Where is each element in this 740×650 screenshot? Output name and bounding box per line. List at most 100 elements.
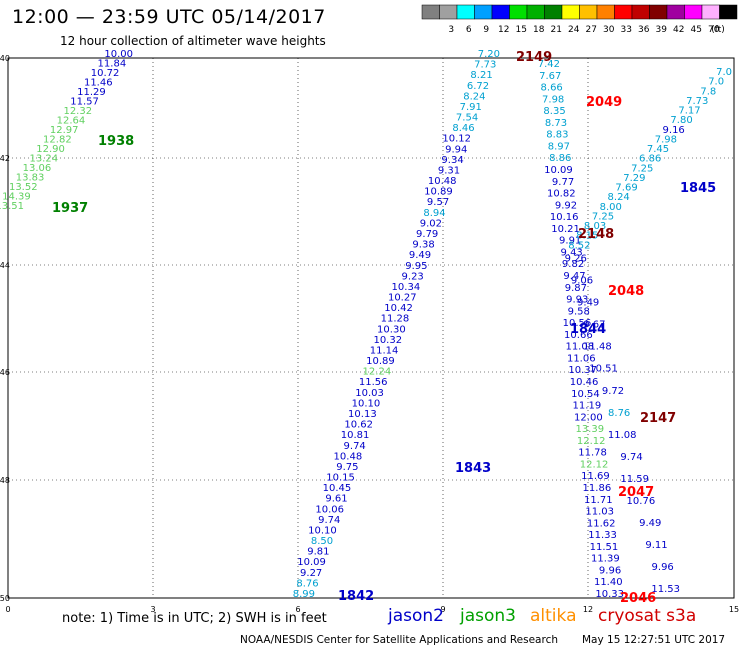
swh-value: 11.56 (359, 377, 388, 388)
y-axis-label: -40 (0, 54, 10, 63)
x-axis-label: 9 (440, 605, 445, 614)
generated-timestamp: May 15 12:27:51 UTC 2017 (582, 634, 726, 646)
legend-tick-label: 42 (673, 25, 684, 35)
x-axis-label: 15 (729, 605, 739, 614)
swh-value: 7.45 (647, 144, 669, 155)
y-axis-label: -50 (0, 594, 10, 603)
swh-value: 13.06 (23, 163, 52, 174)
lat-lon-grid (8, 58, 734, 598)
swh-value: 10.45 (323, 483, 352, 494)
swh-value: 10.10 (308, 526, 337, 537)
pass-time: 1845 (680, 181, 716, 196)
swh-value: 9.11 (645, 540, 667, 551)
swh-value: 9.38 (412, 240, 434, 251)
swh-value: 12.00 (574, 412, 603, 423)
page-title: 12:00 — 23:59 UTC 05/14/2017 (12, 6, 326, 28)
swh-value: 10.42 (384, 303, 413, 314)
swh-value: 12.12 (577, 436, 606, 447)
legend-swatch (474, 4, 493, 20)
swh-value: 9.87 (565, 283, 587, 294)
pass-time: 1842 (338, 589, 374, 604)
swh-value: 9.49 (639, 518, 661, 529)
swh-value: 10.56 (563, 318, 592, 329)
swh-value: 9.16 (663, 125, 685, 136)
swh-value: 8.21 (470, 70, 492, 81)
swh-value: 10.89 (366, 356, 395, 367)
swh-value: 9.74 (344, 441, 366, 452)
swh-value: 11.57 (70, 97, 99, 108)
legend-tick-label: 70 (708, 25, 720, 35)
satellite-cryosat-s3a: cryosat s3a (598, 606, 697, 626)
swh-value: 6.86 (639, 154, 661, 165)
x-axis-label: 12 (583, 605, 593, 614)
swh-value: 9.75 (336, 462, 358, 473)
swh-value: 8.76 (608, 408, 630, 419)
swh-value: 7.91 (460, 102, 482, 113)
swh-value: 8.24 (608, 192, 630, 203)
pass-time: 2048 (608, 284, 644, 299)
swh-value: 10.06 (315, 504, 344, 515)
swh-value: 10.54 (571, 389, 600, 400)
swh-value: 9.61 (325, 494, 347, 505)
legend-tick-label: 36 (638, 25, 650, 35)
x-axis-label: 3 (150, 605, 155, 614)
swh-value: 12.97 (50, 125, 79, 136)
swh-value: 10.66 (564, 330, 593, 341)
swh-value: 11.06 (567, 353, 596, 364)
swh-value: 10.33 (595, 589, 624, 600)
swh-value: 8.66 (541, 83, 563, 94)
swh-value: 10.72 (91, 68, 120, 79)
swh-value: 9.82 (562, 259, 584, 270)
swh-value: 9.49 (577, 298, 599, 309)
swh-value: 11.33 (588, 530, 617, 541)
swh-value: 10.76 (627, 496, 656, 507)
swh-value: 12.82 (43, 135, 72, 146)
swh-value: 10.00 (104, 49, 133, 60)
swh-value: 7.67 (539, 71, 561, 82)
legend-swatch (614, 4, 633, 20)
swh-value: 13.24 (29, 154, 58, 165)
legend-tick-label: 21 (551, 25, 562, 35)
swh-value: 10.37 (568, 365, 597, 376)
legend-tick-label: 24 (568, 25, 580, 35)
swh-value: 8.03 (584, 221, 606, 232)
pass-time-labels: 1938 1937 2149 2049 1845 2148 2048 1844 2147 1843… (52, 50, 716, 606)
swh-value: 7.73 (474, 60, 496, 71)
swh-value: 9.49 (409, 250, 431, 261)
swh-value: 10.21 (551, 224, 580, 235)
swh-value: 8.73 (545, 118, 567, 129)
swh-value: 11.84 (98, 59, 127, 70)
swh-value: 9.91 (559, 236, 581, 247)
satellite-altika: altika (530, 606, 577, 626)
legend-tick-label: 45 (691, 25, 702, 35)
swh-value: 11.78 (578, 448, 607, 459)
legend-swatch (561, 4, 580, 20)
swh-value: 8.52 (568, 240, 590, 251)
swh-value: 10.82 (547, 189, 576, 200)
pass-time: 1843 (455, 461, 491, 476)
pass-time: 1844 (570, 322, 606, 337)
legend-swatch (631, 4, 650, 20)
swh-value: 11.59 (620, 474, 649, 485)
satellite-tracks: 10.0011.8410.7211.4611.2911.5712.3212.64… (0, 49, 732, 600)
swh-value: 11.86 (583, 483, 612, 494)
x-axis-label: 0 (5, 605, 10, 614)
swh-value: 7.0 (708, 77, 724, 88)
swh-value: 10.81 (341, 430, 370, 441)
swh-value: 11.14 (370, 346, 399, 357)
swh-value: 8.86 (549, 153, 571, 164)
swh-value: 9.72 (602, 386, 624, 397)
y-axis-label: -46 (0, 368, 10, 377)
swh-value: 8.94 (423, 208, 445, 219)
swh-value: 10.12 (442, 134, 471, 145)
swh-value: 10.10 (352, 398, 381, 409)
pass-time: 2049 (586, 95, 622, 110)
swh-value: 8.97 (548, 141, 570, 152)
satellite-jason3: jason3 (460, 606, 516, 626)
swh-value: 7.42 (538, 59, 560, 70)
swh-value: 9.47 (563, 271, 585, 282)
legend-unit: (ft) (711, 25, 725, 35)
pass-time: 2147 (640, 411, 676, 426)
swh-value: 7.20 (478, 49, 500, 60)
swh-value: 11.53 (651, 584, 680, 595)
